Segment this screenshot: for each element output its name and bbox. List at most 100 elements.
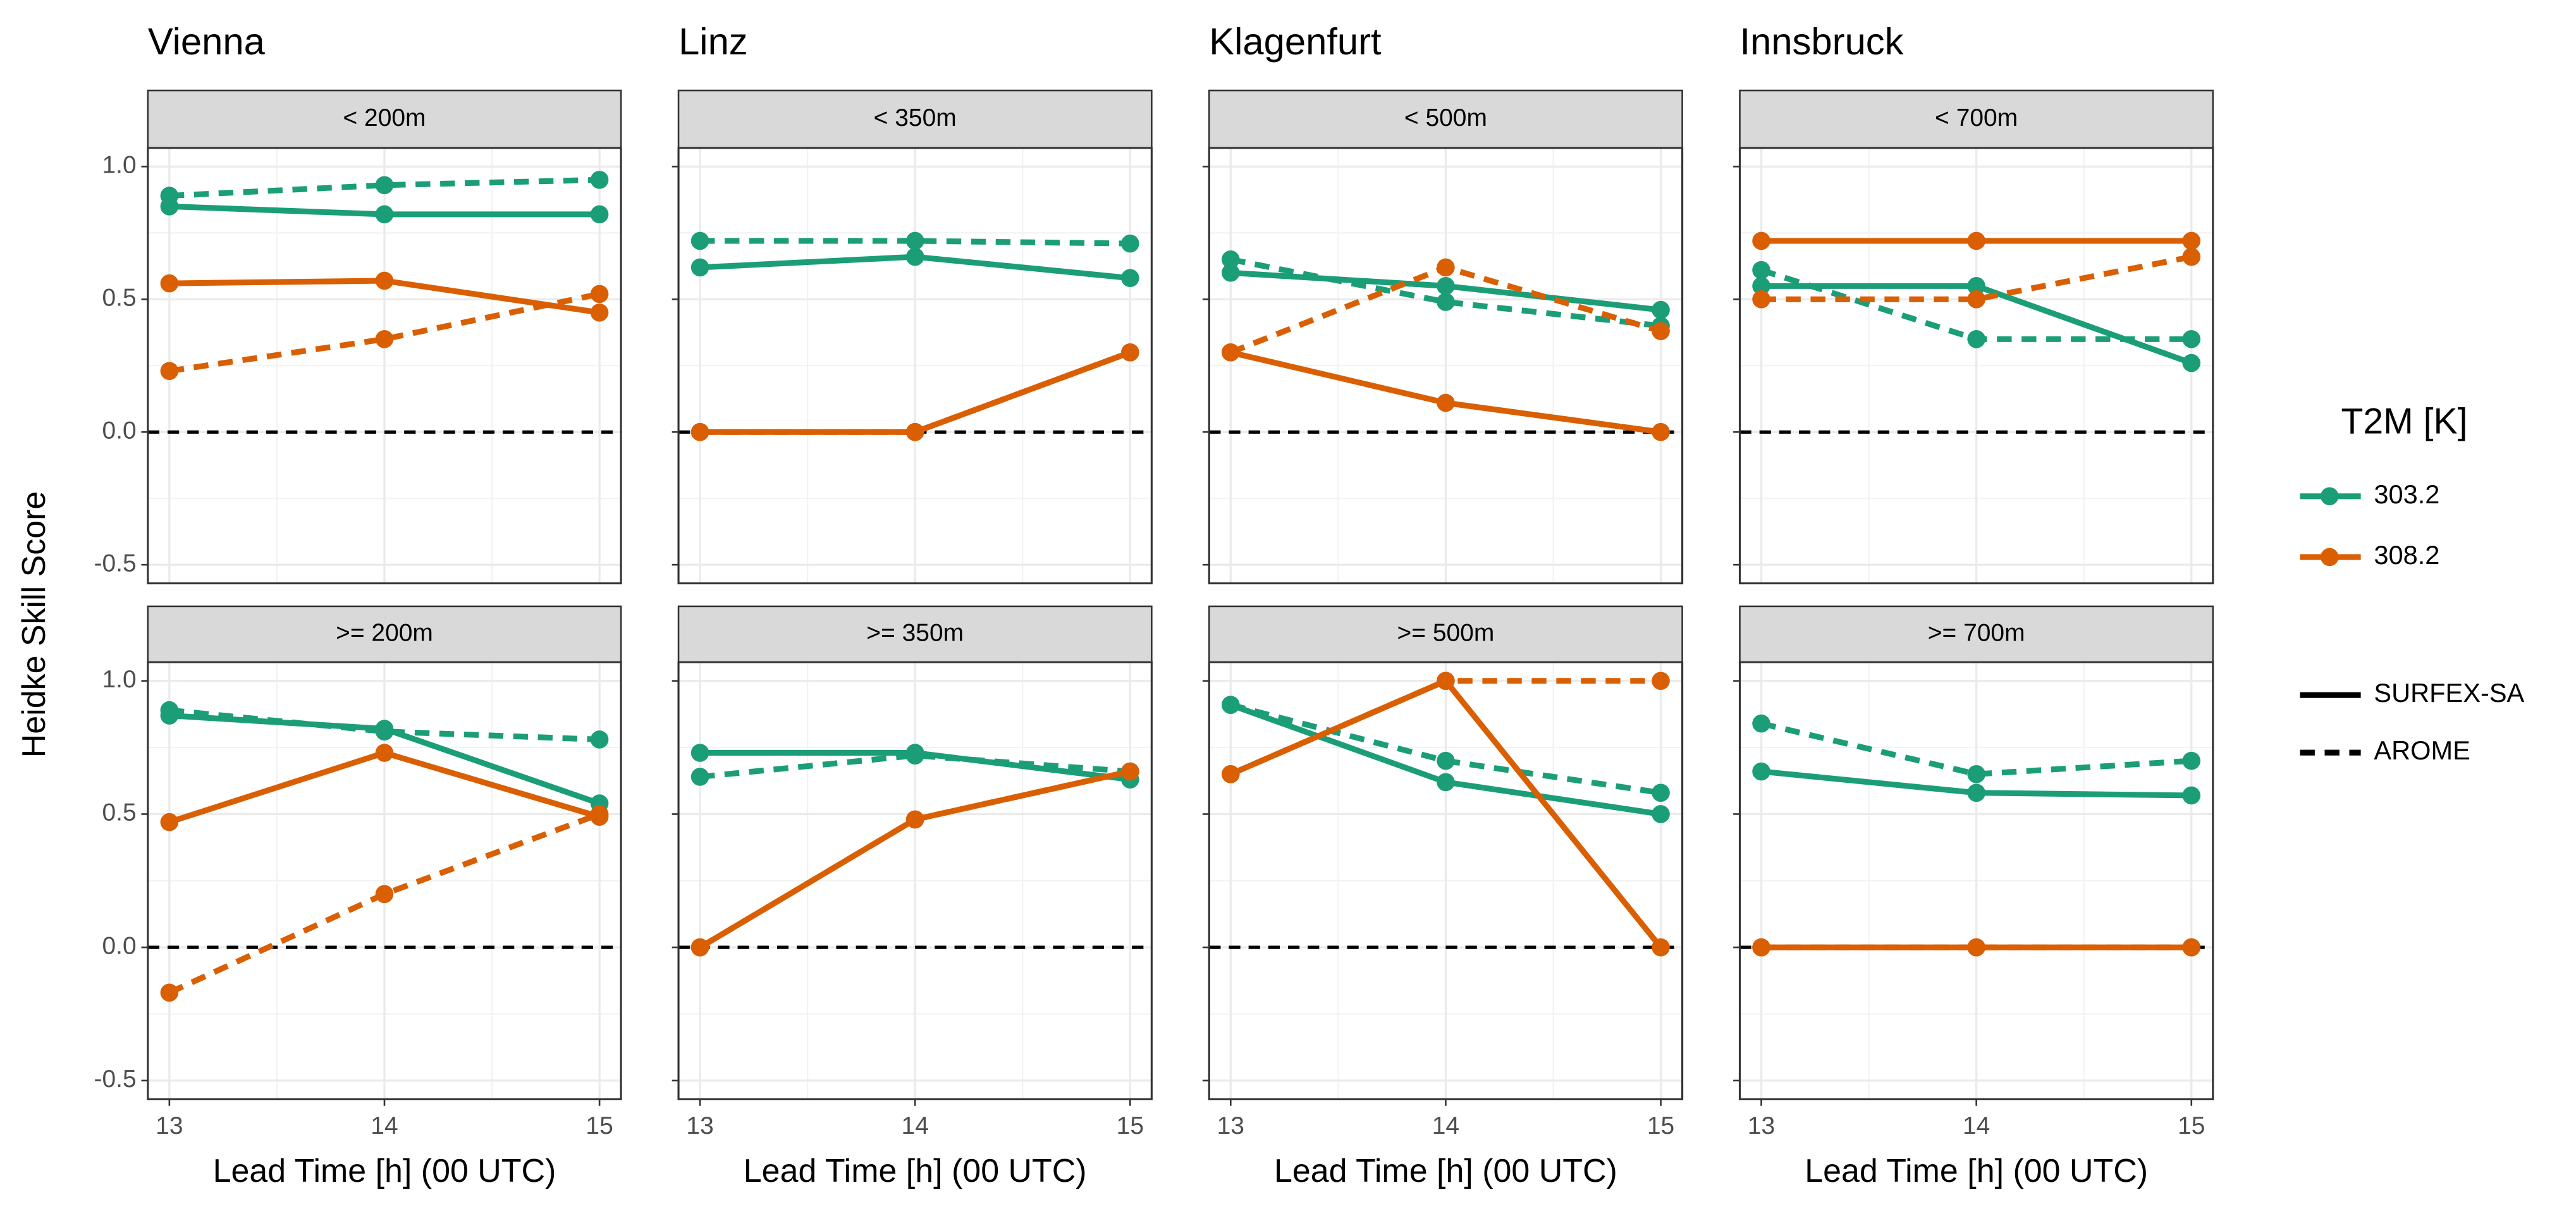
point [1437,258,1455,277]
x-tick-label: 13 [686,1112,713,1139]
y-tick-label: -0.5 [94,1066,136,1093]
y-tick-label: 0.0 [102,932,136,959]
point [690,768,709,786]
point [2182,231,2201,250]
point [1121,343,1139,362]
point [1121,762,1139,781]
point [590,285,609,304]
legend-label: 303.2 [2374,479,2439,509]
strip [147,89,622,149]
point [2182,938,2201,957]
y-tick-label: 0.5 [102,285,136,312]
legend-label: AROME [2374,735,2470,765]
panel-border [1208,661,1684,1100]
point [905,810,924,829]
point [905,422,924,441]
legend-title: T2M [K] [2341,402,2467,442]
point [690,231,709,250]
series-line [700,238,1131,247]
point [375,329,394,348]
x-tick-label: 14 [371,1112,398,1139]
point [1222,765,1240,783]
point [905,231,924,250]
point [160,701,179,720]
panel-border [147,147,622,585]
x-axis-label: Lead Time [h] (00 UTC) [744,1153,1087,1189]
x-tick-label: 15 [2178,1112,2205,1139]
x-tick-label: 13 [1748,1112,1775,1139]
strip-label: < 700m [1935,104,2018,132]
strip-label: >= 200m [336,619,433,646]
point [1222,696,1240,714]
point [1652,938,1670,957]
legend-swatch-point [2320,487,2339,506]
point [2182,247,2201,266]
strip [677,605,1153,663]
strip-label: >= 500m [1397,619,1495,646]
series-line [169,176,600,199]
point [2182,751,2201,770]
point [1967,277,1985,295]
point [375,205,394,224]
point [905,247,924,266]
legend-swatch-point [2320,548,2339,567]
point [1121,269,1139,288]
point [375,271,394,290]
point [690,258,709,277]
x-tick-label: 14 [902,1112,929,1139]
y-tick-label: 1.0 [102,152,136,179]
point [375,722,394,741]
panel-border [147,661,622,1100]
panel-border [1738,661,2214,1100]
point [1752,277,1770,295]
point [1967,290,1985,309]
point [160,362,179,380]
point [1752,231,1770,250]
point [1437,672,1455,691]
strip-label: >= 350m [866,619,964,646]
point [1437,393,1455,412]
x-tick-label: 14 [1963,1112,1990,1139]
y-tick-label: 0.5 [102,799,136,826]
x-tick-label: 13 [156,1112,183,1139]
x-tick-label: 13 [1217,1112,1244,1139]
strip [1739,89,2214,149]
point [1752,290,1770,309]
y-axis-label: Heidke Skill Score [16,491,52,758]
strip [1739,605,2214,663]
point [160,274,179,293]
point [2182,353,2201,372]
point [1967,783,1985,802]
point [590,205,609,224]
strip [677,89,1153,149]
x-tick-label: 15 [1647,1112,1674,1139]
x-tick-label: 14 [1432,1112,1459,1139]
point [1222,250,1240,269]
strip-label: < 200m [343,104,426,132]
point [1437,773,1455,792]
point [1652,783,1670,802]
point [1967,765,1985,783]
point [375,885,394,904]
point [2182,329,2201,348]
panel-border [677,661,1153,1100]
x-axis-label: Lead Time [h] (00 UTC) [1274,1153,1617,1189]
column-title: Vienna [148,20,266,63]
y-tick-label: 1.0 [102,666,136,693]
panel-border [1208,147,1684,585]
strip-label: >= 700m [1928,619,2025,646]
point [1967,231,1985,250]
strip-label: < 350m [874,104,957,132]
point [1437,277,1455,295]
point [1437,751,1455,770]
point [590,730,609,749]
point [590,805,609,823]
column-title: Linz [678,20,748,63]
column-title: Klagenfurt [1209,20,1382,63]
point [690,422,709,441]
point [905,746,924,765]
point [2182,786,2201,805]
point [1437,293,1455,311]
point [1967,329,1985,348]
